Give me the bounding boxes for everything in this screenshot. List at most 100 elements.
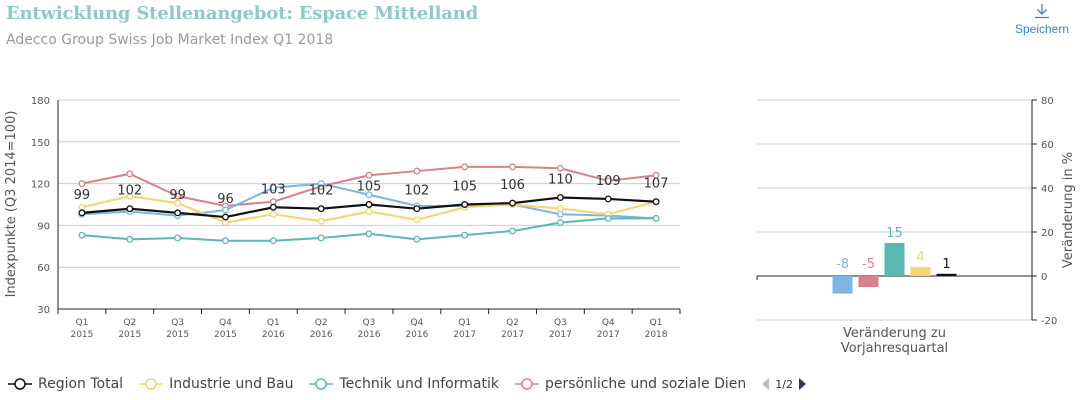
bar-chart-bars	[832, 243, 957, 294]
data-point	[317, 234, 325, 242]
data-label: 105	[452, 180, 477, 195]
line-chart-gridlines	[58, 99, 680, 268]
data-point	[78, 180, 86, 188]
legend-item-region-total[interactable]: Region Total	[6, 376, 123, 392]
data-point	[174, 192, 182, 200]
legend-line-marker-icon	[139, 378, 164, 390]
legend-pager: 1/2	[760, 377, 808, 391]
x-tick-label-quarter: Q1	[267, 318, 280, 328]
data-point	[126, 192, 134, 200]
line-chart-y-ticks: 30 60 90 120 150 180	[31, 96, 50, 316]
x-tick-label-quarter: Q3	[363, 318, 376, 328]
data-point	[556, 219, 564, 227]
save-label: Speichern	[1014, 22, 1070, 36]
series-line	[81, 217, 657, 242]
data-label: 102	[117, 184, 142, 199]
y-tick-label: 20	[1041, 228, 1054, 239]
bar	[858, 276, 879, 287]
legend-item-industrie-und-bau[interactable]: Industrie und Bau	[137, 376, 293, 392]
x-tick-label-quarter: Q4	[410, 318, 423, 328]
line-chart-x-ticks: Q1 2015 Q2 2015 Q3 2015 Q4 2015 Q1 2016 Q2 2016 Q3 20…	[57, 309, 681, 340]
x-tick-label-year: 2017	[501, 330, 524, 340]
bar-data-label: -8	[836, 257, 849, 272]
y-tick-label: 40	[1041, 184, 1054, 195]
x-tick-label-year: 2017	[597, 330, 620, 340]
y-tick-label: 0	[1041, 272, 1047, 283]
download-icon	[1035, 4, 1049, 19]
data-point	[317, 205, 325, 213]
data-point	[126, 235, 134, 243]
bar-data-label: 1	[942, 257, 950, 272]
data-label: 105	[357, 180, 382, 195]
data-point	[365, 171, 373, 179]
x-tick-label-year: 2016	[358, 330, 381, 340]
y-tick-label: 180	[31, 96, 50, 107]
bar-data-label: 4	[916, 250, 924, 265]
data-point	[365, 208, 373, 215]
line-chart-axes	[57, 100, 680, 310]
data-point	[317, 180, 325, 188]
data-point	[222, 219, 229, 227]
data-point	[604, 177, 612, 185]
legend-item-persoenliche-und-soziale-dienste[interactable]: persönliche und soziale Dien	[513, 376, 746, 392]
x-tick-label-year: 2016	[262, 330, 285, 340]
data-label: 102	[309, 184, 334, 199]
x-tick-label-year: 2015	[70, 330, 93, 340]
data-point	[317, 217, 325, 225]
data-point	[604, 214, 612, 222]
data-point	[461, 201, 469, 208]
data-point	[78, 209, 86, 217]
data-point	[413, 167, 421, 175]
data-point	[413, 235, 421, 243]
x-tick-label-quarter: Q4	[219, 318, 232, 328]
x-tick-label-year: 2016	[310, 330, 333, 340]
legend-label: Technik und Informatik	[339, 376, 499, 392]
data-point	[174, 209, 182, 217]
data-point	[174, 199, 182, 207]
legend-item-technik-und-informatik[interactable]: Technik und Informatik	[307, 376, 499, 392]
legend-prev-page-icon[interactable]	[760, 377, 772, 391]
data-point	[461, 163, 469, 171]
data-label: 96	[217, 192, 234, 207]
y-tick-label: 120	[31, 180, 50, 191]
line-chart: 30 60 90 120 150 180 Q1 2015 Q2 2015 Q3 2015 Q4 2015…	[4, 96, 681, 340]
bar-data-label: 15	[886, 226, 903, 241]
data-label: 109	[596, 174, 621, 189]
data-point	[413, 205, 421, 213]
bar-chart-y-axis-label: Veränderung in %	[1061, 152, 1076, 268]
bar	[910, 267, 931, 276]
bar-chart-axes	[756, 100, 1033, 320]
bar	[884, 243, 905, 276]
x-tick-label-year: 2018	[645, 330, 668, 340]
data-point	[652, 214, 660, 222]
data-point	[269, 198, 277, 206]
data-point	[365, 191, 373, 199]
legend: Region Total Industrie und Bau Technik u…	[6, 376, 808, 392]
data-label: 106	[500, 178, 525, 193]
x-tick-label-year: 2015	[118, 330, 141, 340]
data-point	[652, 198, 660, 206]
x-tick-label-quarter: Q2	[315, 318, 328, 328]
x-tick-label-quarter: Q1	[650, 318, 663, 328]
data-point	[269, 184, 277, 192]
save-button[interactable]: Speichern	[1012, 2, 1072, 36]
data-point	[269, 210, 277, 218]
data-point	[126, 170, 134, 178]
x-tick-label-quarter: Q1	[76, 318, 89, 328]
data-point	[556, 210, 564, 218]
legend-line-marker-icon	[514, 378, 539, 390]
data-point	[413, 216, 421, 224]
x-tick-label-year: 2017	[549, 330, 572, 340]
legend-line-marker-icon	[309, 378, 334, 390]
x-tick-label-quarter: Q2	[506, 318, 519, 328]
bar	[832, 276, 853, 294]
x-tick-label-quarter: Q3	[554, 318, 567, 328]
legend-next-page-icon[interactable]	[796, 377, 808, 391]
bar-chart-x-axis-label: Veränderung zu Vorjahresquartal	[841, 326, 948, 356]
bar-chart: -20 0 20 40 60 80 -8 -5 15 4 1 Veränderung in % V…	[756, 96, 1076, 356]
bar	[936, 273, 957, 276]
line-chart-y-axis-label: Indexpunkte (Q3 2014=100)	[4, 111, 19, 298]
data-point	[556, 205, 564, 213]
data-point	[509, 199, 516, 207]
